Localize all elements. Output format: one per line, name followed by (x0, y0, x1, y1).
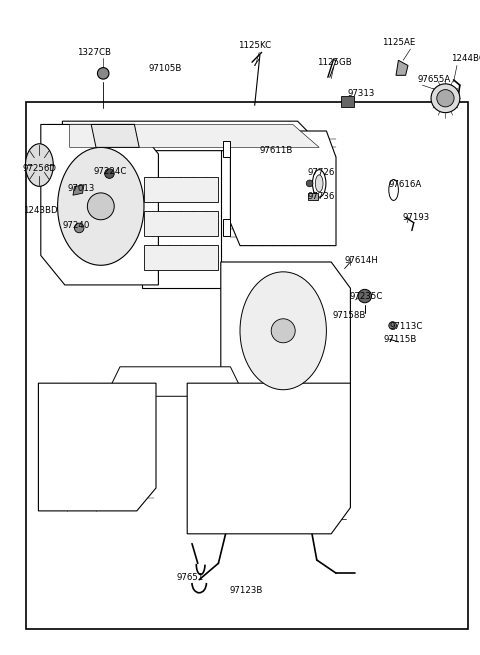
Bar (26, 102, 468, 629)
Polygon shape (221, 262, 350, 393)
Polygon shape (62, 121, 326, 151)
Text: 97013: 97013 (67, 184, 95, 193)
Text: 97224C: 97224C (94, 167, 127, 176)
Text: 97614H: 97614H (345, 256, 379, 265)
Polygon shape (223, 141, 230, 157)
Text: 97651: 97651 (177, 573, 204, 582)
Polygon shape (73, 185, 84, 195)
Text: 97105B: 97105B (149, 64, 182, 73)
Circle shape (358, 290, 372, 303)
Circle shape (389, 322, 396, 329)
Text: 1125GB: 1125GB (317, 58, 351, 67)
Circle shape (431, 84, 460, 113)
Text: 97193: 97193 (402, 213, 430, 222)
Polygon shape (41, 124, 158, 285)
Text: 97655A: 97655A (418, 75, 451, 84)
Bar (308, 193, 318, 200)
Polygon shape (38, 383, 156, 511)
Polygon shape (144, 245, 218, 270)
Circle shape (97, 67, 109, 79)
Polygon shape (396, 60, 408, 75)
Polygon shape (91, 124, 139, 147)
Text: 97158B: 97158B (333, 311, 366, 320)
Text: 97726: 97726 (307, 168, 335, 178)
Text: 1125KC: 1125KC (238, 41, 271, 50)
Text: 1244BG: 1244BG (451, 54, 480, 64)
Ellipse shape (25, 144, 53, 187)
Text: 97115B: 97115B (384, 335, 418, 344)
Ellipse shape (389, 179, 398, 200)
Ellipse shape (315, 175, 323, 192)
Circle shape (87, 193, 114, 220)
Text: 97235C: 97235C (349, 291, 383, 301)
Text: 97736: 97736 (307, 192, 335, 201)
Text: 97123B: 97123B (229, 586, 263, 595)
Text: 97616A: 97616A (389, 180, 422, 189)
Text: 97313: 97313 (348, 88, 375, 98)
Polygon shape (106, 367, 245, 396)
Polygon shape (144, 177, 218, 202)
Ellipse shape (312, 170, 326, 197)
Circle shape (105, 169, 114, 178)
Text: 97113C: 97113C (390, 322, 423, 331)
Circle shape (74, 223, 84, 233)
Circle shape (306, 180, 313, 187)
Polygon shape (187, 383, 350, 534)
Ellipse shape (58, 147, 144, 265)
Bar (341, 96, 354, 107)
Polygon shape (144, 211, 218, 236)
Text: 1125AE: 1125AE (382, 38, 415, 47)
Polygon shape (223, 219, 230, 236)
Polygon shape (230, 131, 336, 246)
Text: 97240: 97240 (62, 221, 90, 231)
Text: 97611B: 97611B (259, 146, 293, 155)
Circle shape (271, 319, 295, 343)
Text: 1327CB: 1327CB (77, 48, 110, 57)
Polygon shape (142, 124, 221, 288)
Polygon shape (221, 262, 331, 380)
Polygon shape (70, 124, 319, 147)
Circle shape (437, 90, 454, 107)
Text: 1243BD: 1243BD (23, 206, 58, 215)
Text: 97256D: 97256D (23, 164, 57, 174)
Ellipse shape (240, 272, 326, 390)
